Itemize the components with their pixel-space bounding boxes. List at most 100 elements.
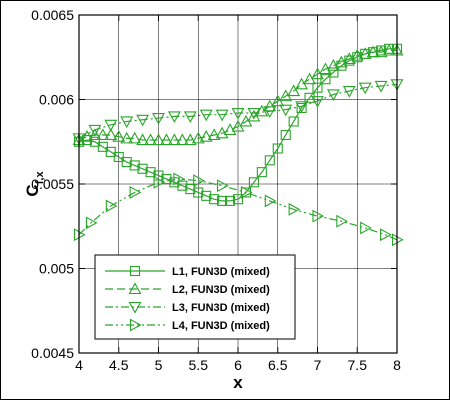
legend-marker: [128, 282, 142, 295]
data-point: [304, 92, 315, 103]
data-point: [382, 43, 396, 56]
data-point: [280, 129, 291, 141]
legend: L1, FUN3D (mixed) L2, FUN3D (mixed) L3, FU…: [94, 254, 296, 340]
x-tick-label: 7: [314, 357, 322, 373]
data-point: [128, 131, 142, 144]
data-point: [217, 195, 228, 206]
data-point: [129, 186, 142, 199]
data-point: [153, 175, 166, 189]
data-point: [121, 156, 132, 168]
series-3: [72, 79, 404, 146]
data-point: [287, 84, 301, 97]
data-point: [199, 130, 213, 142]
data-point: [264, 194, 277, 208]
series-1: [73, 43, 403, 206]
data-point: [185, 184, 196, 195]
data-point: [112, 130, 126, 142]
x-tick-label: 5.5: [189, 357, 209, 373]
data-point: [358, 47, 372, 59]
data-point: [167, 133, 181, 146]
tick-labels: 4 4.5 5 5.5 6 6.5 7 7.5 8 0.0045 0.005 0.0055 0.006 0…: [31, 7, 401, 373]
data-point: [152, 133, 165, 146]
data-point: [120, 131, 134, 144]
data-point: [209, 194, 220, 205]
y-tick-label: 0.005: [39, 261, 74, 277]
data-point: [312, 209, 325, 223]
legend-label: L1, FUN3D (mixed): [172, 266, 270, 278]
data-point: [264, 155, 275, 166]
data-point: [336, 214, 348, 228]
y-tick-label: 0.0045: [31, 345, 74, 361]
data-point: [96, 128, 110, 141]
y-axis-label-group: Cf,x: [23, 171, 46, 197]
data-point: [295, 101, 309, 113]
data-point: [366, 45, 380, 58]
data-point: [231, 107, 245, 120]
data-point: [137, 163, 148, 174]
data-point: [358, 82, 372, 95]
y-axis-label: Cf,x: [23, 171, 46, 197]
x-tick-label: 6.5: [268, 357, 288, 373]
data-point: [97, 141, 108, 152]
data-point: [256, 167, 267, 178]
data-point: [183, 133, 197, 146]
data-point: [177, 180, 188, 191]
data-point: [201, 190, 212, 201]
data-point: [217, 179, 229, 193]
data-point: [199, 109, 213, 122]
data-point: [193, 174, 205, 188]
data-point: [374, 45, 388, 58]
data-point: [288, 202, 301, 216]
data-point: [248, 177, 259, 188]
data-point: [152, 113, 165, 125]
data-point: [272, 143, 283, 154]
y-tick-label: 0.0055: [31, 176, 74, 192]
data-point: [89, 136, 100, 147]
data-point: [161, 173, 172, 184]
series-line: [78, 83, 398, 139]
legend-marker: [129, 318, 142, 332]
data-point: [328, 67, 339, 78]
data-point: [320, 74, 331, 85]
data-point: [173, 172, 186, 186]
data-point: [263, 106, 277, 118]
data-point: [240, 186, 253, 199]
ticks: [78, 14, 398, 354]
data-point: [136, 114, 150, 127]
data-point: [85, 216, 98, 230]
data-point: [175, 133, 189, 146]
data-point: [144, 133, 157, 146]
series-line: [78, 178, 398, 241]
y-tick-label: 0.006: [39, 92, 74, 108]
x-tick-label: 4.5: [109, 357, 129, 373]
data-point: [326, 89, 340, 102]
data-point: [350, 48, 364, 61]
data-point: [183, 111, 197, 124]
data-point: [191, 131, 205, 144]
data-point: [167, 111, 181, 124]
y-axis-label-main: C: [23, 184, 42, 196]
legend-item-3: L3, FUN3D (mixed): [105, 301, 270, 314]
legend-item-1: L1, FUN3D (mixed): [105, 265, 270, 278]
data-point: [88, 128, 102, 141]
data-point: [153, 170, 164, 181]
data-point: [104, 119, 118, 132]
data-point: [312, 82, 323, 93]
x-tick-label: 5: [155, 357, 163, 373]
legend-label: L4, FUN3D (mixed): [172, 320, 270, 332]
data-point: [374, 80, 388, 93]
data-point: [342, 86, 356, 98]
data-point: [129, 160, 140, 171]
data-point: [247, 107, 261, 120]
data-point: [160, 133, 173, 146]
y-tick-label: 0.0065: [31, 7, 74, 23]
data-point: [136, 133, 150, 146]
legend-item-4: L4, FUN3D (mixed): [105, 318, 270, 332]
x-tick-label: 8: [393, 357, 401, 373]
data-point: [88, 124, 102, 137]
legend-marker: [128, 301, 142, 314]
data-point: [279, 104, 293, 117]
data-point: [113, 151, 124, 163]
